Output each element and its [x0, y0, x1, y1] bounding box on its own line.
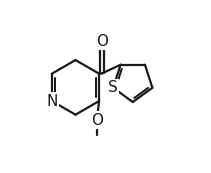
Text: O: O: [91, 112, 103, 128]
Text: N: N: [46, 94, 58, 108]
Text: S: S: [108, 80, 118, 95]
Text: O: O: [96, 34, 108, 49]
